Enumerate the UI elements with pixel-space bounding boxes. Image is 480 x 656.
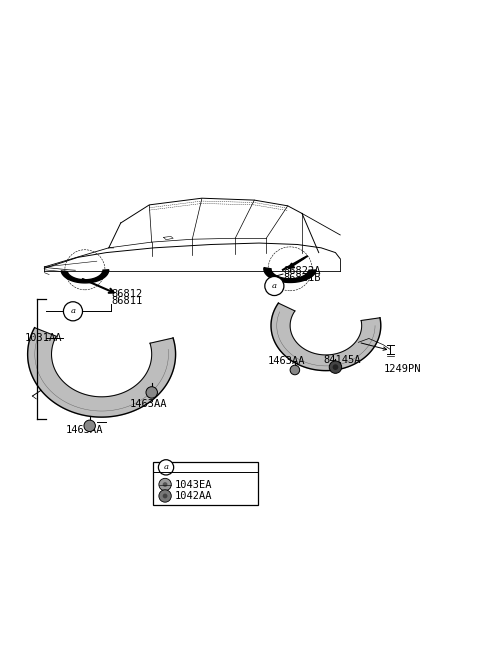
Circle shape <box>333 364 338 370</box>
Text: 1463AA: 1463AA <box>129 400 167 409</box>
Circle shape <box>329 361 342 373</box>
Text: 84145A: 84145A <box>324 356 361 365</box>
Circle shape <box>265 276 284 296</box>
FancyBboxPatch shape <box>153 462 258 504</box>
Circle shape <box>63 302 83 321</box>
Text: 1249PN: 1249PN <box>384 363 421 373</box>
Circle shape <box>159 478 171 491</box>
Text: 1463AA: 1463AA <box>268 356 305 367</box>
Circle shape <box>290 365 300 375</box>
Polygon shape <box>61 270 109 283</box>
Circle shape <box>84 420 96 432</box>
Text: a: a <box>272 282 277 290</box>
Text: 86812: 86812 <box>111 289 143 298</box>
Text: 1042AA: 1042AA <box>175 491 212 501</box>
Polygon shape <box>28 328 176 417</box>
Text: 86822A: 86822A <box>283 266 321 276</box>
Text: 86811: 86811 <box>111 296 143 306</box>
Text: 1463AA: 1463AA <box>66 425 103 435</box>
Text: a: a <box>71 307 75 316</box>
Circle shape <box>146 386 157 398</box>
Circle shape <box>163 482 168 487</box>
Text: 86821B: 86821B <box>283 273 321 283</box>
Text: 1031AA: 1031AA <box>24 333 62 344</box>
Polygon shape <box>271 303 381 371</box>
Circle shape <box>158 460 174 475</box>
Text: 1043EA: 1043EA <box>175 480 212 489</box>
Circle shape <box>159 490 171 502</box>
Polygon shape <box>264 268 316 283</box>
Text: a: a <box>164 463 168 472</box>
Circle shape <box>163 493 168 499</box>
